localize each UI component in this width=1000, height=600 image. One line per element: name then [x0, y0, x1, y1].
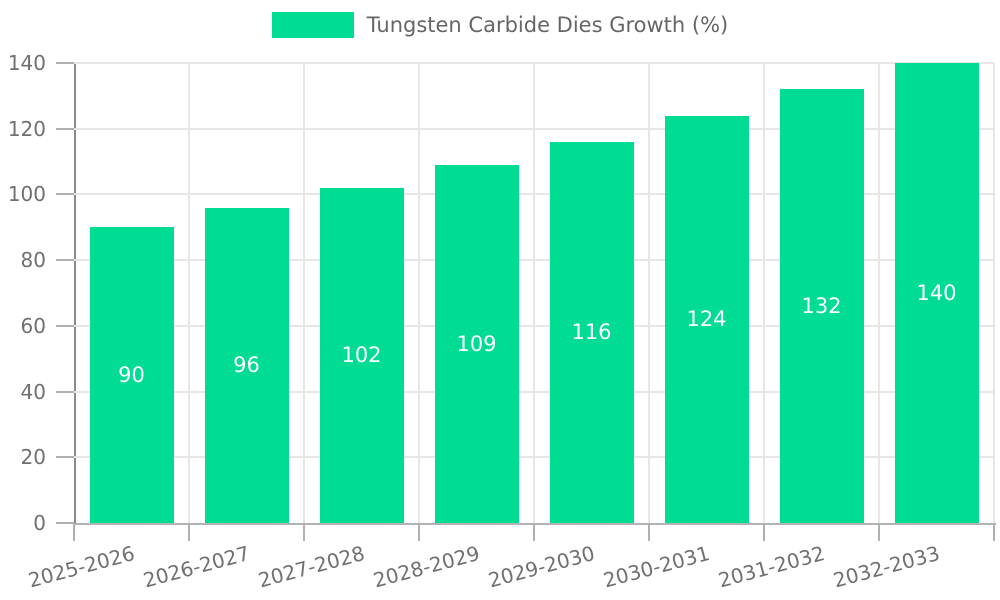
x-tick-label: 2025-2026: [26, 541, 138, 593]
bar-value-label: 102: [341, 343, 382, 368]
bar[interactable]: 102: [319, 187, 404, 523]
bar[interactable]: 116: [549, 141, 634, 523]
x-tick-mark: [73, 523, 75, 541]
y-tick-label: 100: [7, 182, 46, 207]
x-tick-label: 2030-2031: [601, 541, 713, 593]
x-tick-mark: [993, 523, 995, 541]
y-tick-label: 20: [20, 445, 46, 470]
bar[interactable]: 140: [894, 63, 979, 523]
x-tick-label: 2031-2032: [716, 541, 828, 593]
x-tick-mark: [533, 523, 535, 541]
x-tick-label: 2027-2028: [256, 541, 368, 593]
y-tick-mark: [56, 127, 74, 130]
x-gridline: [303, 63, 305, 523]
y-tick-mark: [56, 193, 74, 196]
chart-legend[interactable]: Tungsten Carbide Dies Growth (%): [0, 12, 1000, 38]
y-tick-label: 0: [33, 511, 46, 535]
bar-value-label: 96: [233, 353, 260, 378]
legend-label: Tungsten Carbide Dies Growth (%): [366, 13, 729, 37]
y-tick-mark: [56, 522, 74, 524]
legend-swatch-icon: [271, 12, 354, 38]
x-gridline: [763, 63, 765, 523]
x-tick-label: 2028-2029: [371, 541, 483, 593]
bar[interactable]: 124: [664, 115, 749, 523]
bar-value-label: 132: [801, 294, 842, 319]
bar-value-label: 109: [456, 331, 497, 356]
x-tick-mark: [878, 523, 880, 541]
x-tick-label: 2026-2027: [141, 541, 253, 593]
bar[interactable]: 109: [434, 164, 519, 523]
bar-value-label: 90: [118, 363, 145, 388]
x-tick-mark: [648, 523, 650, 541]
x-gridline: [648, 63, 650, 523]
y-tick-mark: [56, 324, 74, 327]
x-tick-mark: [188, 523, 190, 541]
x-gridline: [188, 63, 190, 523]
x-tick-label: 2032-2033: [831, 541, 943, 593]
y-tick-label: 60: [20, 313, 46, 338]
y-tick-mark: [56, 390, 74, 393]
x-tick-mark: [303, 523, 305, 541]
y-tick-label: 40: [20, 379, 46, 404]
plot-area: [74, 63, 996, 525]
x-gridline: [533, 63, 535, 523]
bar[interactable]: 96: [204, 207, 289, 523]
y-tick-label: 120: [7, 116, 46, 141]
bar[interactable]: 90: [89, 227, 174, 523]
x-tick-label: 2029-2030: [486, 541, 598, 593]
bar-value-label: 140: [916, 281, 957, 305]
y-tick-mark: [56, 62, 74, 64]
y-tick-mark: [56, 456, 74, 459]
y-tick-label: 80: [20, 248, 46, 273]
y-tick-label: 140: [7, 51, 46, 75]
y-tick-mark: [56, 259, 74, 262]
x-gridline: [993, 63, 995, 523]
bar-value-label: 124: [686, 307, 727, 332]
bar-value-label: 116: [571, 320, 612, 345]
bar[interactable]: 132: [779, 89, 864, 523]
x-gridline: [418, 63, 420, 523]
x-tick-mark: [763, 523, 765, 541]
x-tick-mark: [418, 523, 420, 541]
x-gridline: [878, 63, 880, 523]
